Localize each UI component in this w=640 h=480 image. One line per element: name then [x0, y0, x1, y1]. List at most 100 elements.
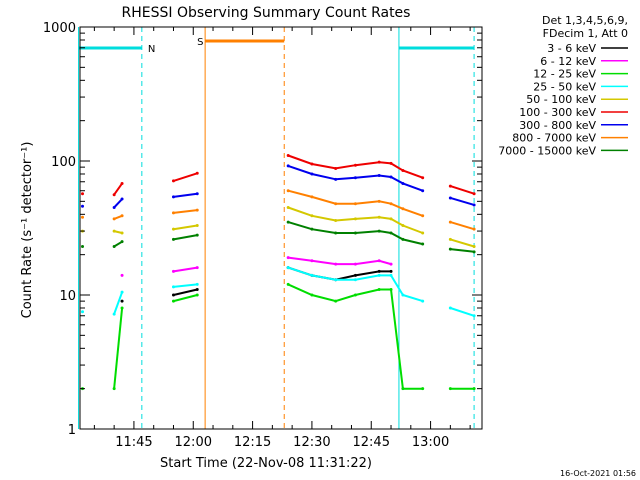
legend-label: 25 - 50 keV: [533, 80, 596, 93]
data-point: [377, 287, 381, 291]
data-point: [334, 166, 338, 170]
series-line: [450, 238, 475, 248]
y-tick-label: 1: [68, 423, 76, 438]
saa-marker-label: S: [197, 37, 203, 48]
data-point: [353, 262, 357, 266]
data-point: [334, 177, 338, 181]
data-point: [401, 224, 405, 228]
data-point: [310, 172, 314, 176]
data-point: [171, 293, 175, 297]
data-point: [286, 282, 290, 286]
data-point: [310, 214, 314, 218]
data-point: [112, 229, 116, 233]
series-line: [173, 224, 198, 231]
data-point: [421, 299, 425, 303]
data-point: [389, 269, 393, 273]
data-point: [353, 278, 357, 282]
data-point: [286, 266, 290, 270]
data-point: [377, 215, 381, 219]
series-line: [113, 307, 124, 389]
data-point: [171, 211, 175, 215]
data-point: [334, 202, 338, 206]
series-line: [287, 266, 423, 303]
legend-header-line-2: FDecim 1, Att 0: [543, 27, 628, 40]
data-point: [120, 197, 124, 201]
data-point: [195, 293, 199, 297]
data-point: [389, 161, 393, 165]
data-point: [353, 163, 357, 167]
data-point: [195, 233, 199, 237]
series-line: [450, 248, 475, 253]
data-point: [472, 250, 476, 254]
data-point: [120, 299, 124, 303]
data-point: [448, 306, 452, 310]
data-point: [195, 266, 199, 270]
data-point: [389, 175, 393, 179]
legend-label: 6 - 12 keV: [540, 55, 596, 68]
data-point: [81, 310, 85, 314]
data-point: [353, 176, 357, 180]
data-point: [81, 192, 85, 196]
data-point: [334, 278, 338, 282]
chart-title: RHESSI Observing Summary Count Rates: [122, 5, 411, 21]
plot-series: NS: [78, 27, 476, 429]
data-point: [286, 256, 290, 260]
y-axis-label: Count Rate (s⁻¹ detector⁻¹): [20, 142, 35, 319]
data-point: [81, 204, 85, 208]
data-point: [195, 287, 199, 291]
data-point: [195, 282, 199, 286]
data-point: [472, 227, 476, 231]
data-point: [195, 224, 199, 228]
data-point: [401, 168, 405, 172]
series-line: [288, 256, 392, 266]
series-line: [173, 209, 198, 214]
data-point: [286, 164, 290, 168]
data-point: [353, 273, 357, 277]
plot-frame: [79, 26, 483, 430]
data-point: [171, 179, 175, 183]
data-point: [401, 293, 405, 297]
data-point: [377, 160, 381, 164]
data-point: [421, 387, 425, 391]
night-marker-label: N: [148, 44, 155, 55]
series-line: [113, 182, 123, 196]
legend-label: 7000 - 15000 keV: [498, 144, 596, 157]
data-point: [353, 202, 357, 206]
data-point: [120, 273, 124, 277]
data-point: [334, 218, 338, 222]
data-point: [472, 314, 476, 318]
series-line: [287, 206, 424, 234]
data-point: [112, 193, 116, 197]
data-point: [389, 231, 393, 235]
data-point: [310, 273, 314, 277]
data-point: [310, 195, 314, 199]
data-point: [171, 299, 175, 303]
x-axis-label: Start Time (22-Nov-08 11:31:22): [160, 456, 372, 471]
legend-label: 12 - 25 keV: [533, 68, 596, 81]
data-point: [389, 273, 393, 277]
legend-label: 3 - 6 keV: [547, 42, 596, 55]
data-point: [472, 203, 476, 207]
data-point: [401, 237, 405, 241]
y-tick-label: 1000: [43, 21, 76, 36]
series-line: [173, 234, 198, 241]
data-point: [195, 208, 199, 212]
data-point: [120, 214, 124, 218]
data-point: [448, 247, 452, 251]
series-line: [287, 283, 423, 390]
x-tick-label: 12:15: [234, 435, 271, 450]
data-point: [377, 229, 381, 233]
data-point: [171, 195, 175, 199]
data-point: [286, 205, 290, 209]
data-point: [334, 231, 338, 235]
data-point: [310, 259, 314, 263]
series-line: [173, 266, 198, 273]
data-point: [377, 173, 381, 177]
series-line: [287, 154, 424, 179]
data-point: [120, 290, 124, 294]
data-point: [120, 306, 124, 310]
data-point: [389, 287, 393, 291]
data-point: [120, 231, 124, 235]
data-point: [171, 269, 175, 273]
